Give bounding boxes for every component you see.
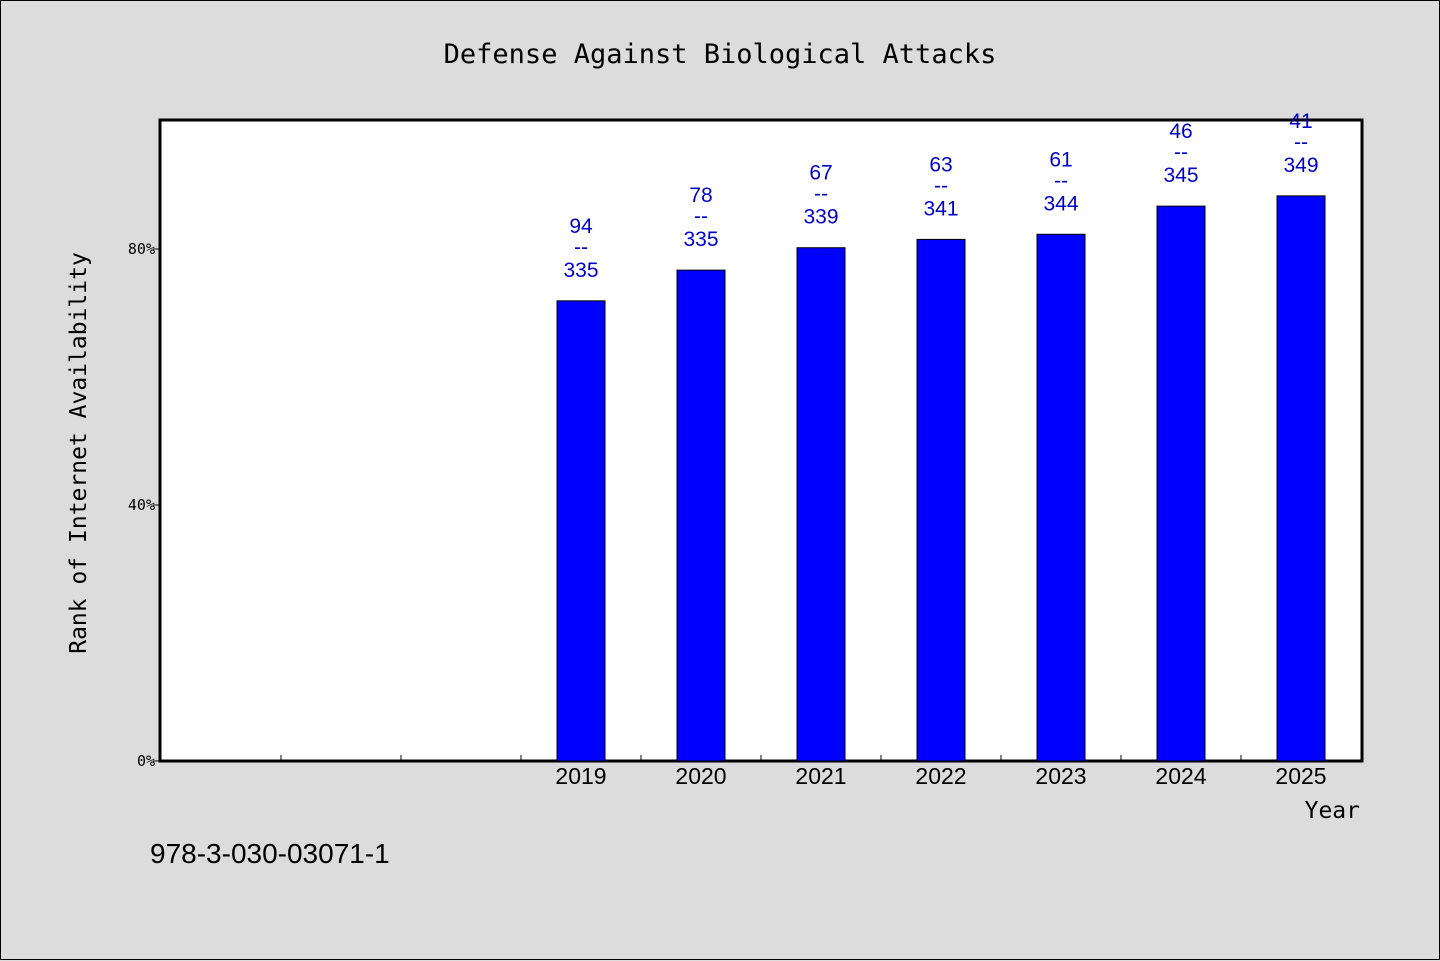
data-label-separator: -- (814, 183, 828, 206)
x-tick-label: 2023 (1035, 763, 1086, 789)
footer-text: 978-3-030-03071-1 (150, 838, 390, 869)
data-label-separator: -- (1294, 131, 1308, 154)
data-label-total: 339 (803, 206, 838, 229)
data-labels-group: 335--94335--78339--67341--63344--61345--… (563, 110, 1318, 282)
data-label-rank: 94 (569, 215, 593, 238)
x-tick-label: 2024 (1155, 763, 1206, 789)
x-tick-label: 2021 (795, 763, 846, 789)
data-label-rank: 78 (689, 184, 712, 207)
data-label-total: 349 (1283, 154, 1318, 177)
bar-2019 (556, 300, 606, 762)
data-label-rank: 61 (1049, 148, 1072, 171)
x-tick-label: 2025 (1275, 763, 1326, 789)
y-tick-label: 40% (128, 496, 155, 514)
y-axis-label: Rank of Internet Availability (66, 252, 92, 654)
x-tick-label: 2019 (555, 763, 606, 789)
data-label-separator: -- (1174, 141, 1188, 164)
data-label-separator: -- (934, 174, 948, 197)
bar-2022 (916, 238, 966, 762)
bar-2020 (676, 269, 726, 762)
bar-2024 (1156, 205, 1206, 762)
bar-2021 (796, 247, 846, 762)
x-tick-label: 2020 (675, 763, 726, 789)
x-axis-label: Year (1305, 798, 1360, 824)
y-axis-ticks: 0% 40% 80% (128, 240, 161, 770)
chart-title: Defense Against Biological Attacks (444, 39, 997, 70)
y-tick-label: 0% (137, 752, 155, 770)
x-axis-ticks: 2019 2020 2021 2022 2023 2024 2025 (280, 755, 1327, 789)
data-label-total: 335 (683, 228, 718, 251)
y-tick-label: 80% (128, 240, 155, 258)
bars-group (556, 195, 1326, 762)
data-label-separator: -- (694, 205, 708, 228)
data-label-total: 335 (563, 259, 598, 282)
data-label-rank: 67 (809, 162, 832, 185)
x-tick-label: 2022 (915, 763, 966, 789)
data-label-total: 344 (1043, 192, 1078, 215)
bar-2025 (1276, 195, 1326, 762)
data-label-total: 341 (923, 197, 958, 220)
data-label-separator: -- (1054, 169, 1068, 192)
data-label-rank: 46 (1169, 120, 1192, 143)
data-label-rank: 63 (929, 153, 952, 176)
data-label-separator: -- (574, 236, 588, 259)
data-label-rank: 41 (1289, 110, 1312, 133)
data-label-total: 345 (1163, 164, 1198, 187)
bar-2023 (1036, 233, 1086, 762)
